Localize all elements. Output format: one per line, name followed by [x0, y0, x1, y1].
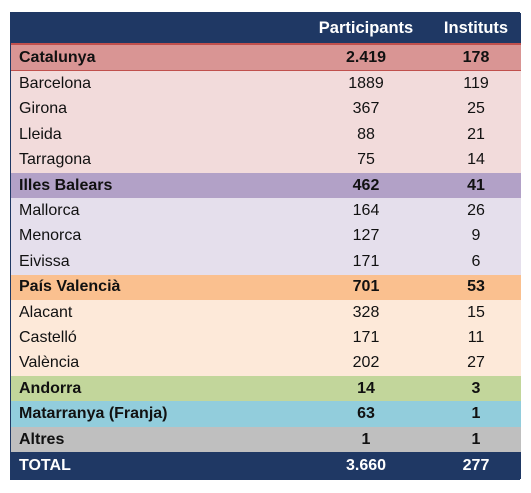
table-header-row: Participants Instituts	[11, 13, 521, 44]
participants-cell: 462	[301, 172, 431, 199]
table-row: Menorca 127 9	[11, 223, 521, 250]
region-cell: Altres	[11, 426, 301, 453]
table-row-group: Altres 1 1	[11, 426, 521, 453]
instituts-cell: 3	[431, 376, 521, 402]
table-row: Tarragona 75 14	[11, 147, 521, 173]
header-instituts: Instituts	[431, 13, 521, 44]
participants-cell: 171	[301, 249, 431, 275]
instituts-cell: 53	[431, 274, 521, 300]
instituts-cell: 9	[431, 223, 521, 250]
total-participants: 3.660	[301, 452, 431, 480]
participants-cell: 202	[301, 350, 431, 377]
participants-cell: 164	[301, 198, 431, 224]
table-row: Castelló 171 11	[11, 325, 521, 351]
instituts-cell: 14	[431, 147, 521, 173]
participants-cell: 367	[301, 96, 431, 123]
total-row: TOTAL 3.660 277	[11, 452, 521, 480]
instituts-cell: 1	[431, 426, 521, 453]
instituts-cell: 6	[431, 249, 521, 275]
region-cell: Mallorca	[11, 198, 301, 224]
region-cell: Girona	[11, 96, 301, 123]
instituts-cell: 21	[431, 122, 521, 148]
table-row: Eivissa 171 6	[11, 249, 521, 275]
instituts-cell: 11	[431, 325, 521, 351]
region-cell: València	[11, 350, 301, 377]
table-row-group: País Valencià 701 53	[11, 274, 521, 300]
instituts-cell: 26	[431, 198, 521, 224]
table-row-group: Catalunya 2.419 178	[11, 43, 521, 72]
table-row: Girona 367 25	[11, 96, 521, 123]
region-cell: Catalunya	[11, 43, 301, 72]
instituts-cell: 25	[431, 96, 521, 123]
instituts-cell: 119	[431, 70, 521, 97]
region-cell: País Valencià	[11, 274, 301, 300]
table-row: Barcelona 1889 119	[11, 70, 521, 97]
region-cell: Barcelona	[11, 70, 301, 97]
region-cell: Tarragona	[11, 147, 301, 173]
participants-table-frame: Participants Instituts Catalunya 2.419 178…	[10, 12, 521, 481]
participants-cell: 171	[301, 325, 431, 351]
participants-cell: 127	[301, 223, 431, 250]
participants-cell: 1	[301, 426, 431, 453]
table-row-group: Matarranya (Franja) 63 1	[11, 401, 521, 427]
participants-cell: 63	[301, 401, 431, 427]
header-region	[11, 13, 301, 44]
instituts-cell: 27	[431, 350, 521, 377]
region-cell: Alacant	[11, 299, 301, 326]
table-body: Catalunya 2.419 178 Barcelona 1889 119 Girona 3…	[11, 43, 521, 453]
region-cell: Eivissa	[11, 249, 301, 275]
participants-table: Participants Instituts Catalunya 2.419 178…	[11, 13, 521, 480]
region-cell: Castelló	[11, 325, 301, 351]
region-cell: Menorca	[11, 223, 301, 250]
instituts-cell: 1	[431, 401, 521, 427]
region-cell: Andorra	[11, 376, 301, 402]
table-row: Mallorca 164 26	[11, 198, 521, 224]
table-row: Lleida 88 21	[11, 122, 521, 148]
table-row: València 202 27	[11, 350, 521, 377]
instituts-cell: 178	[431, 43, 521, 72]
header-participants: Participants	[301, 13, 431, 44]
region-cell: Lleida	[11, 122, 301, 148]
participants-cell: 75	[301, 147, 431, 173]
table-row: Alacant 328 15	[11, 299, 521, 326]
participants-cell: 88	[301, 122, 431, 148]
total-instituts: 277	[431, 452, 521, 480]
region-cell: Illes Balears	[11, 172, 301, 199]
instituts-cell: 15	[431, 299, 521, 326]
table-row-group: Illes Balears 462 41	[11, 172, 521, 199]
table-row-group: Andorra 14 3	[11, 376, 521, 402]
total-label: TOTAL	[11, 452, 301, 480]
participants-cell: 701	[301, 274, 431, 300]
participants-cell: 14	[301, 376, 431, 402]
participants-cell: 1889	[301, 70, 431, 97]
instituts-cell: 41	[431, 172, 521, 199]
participants-cell: 328	[301, 299, 431, 326]
participants-cell: 2.419	[301, 43, 431, 72]
region-cell: Matarranya (Franja)	[11, 401, 301, 427]
